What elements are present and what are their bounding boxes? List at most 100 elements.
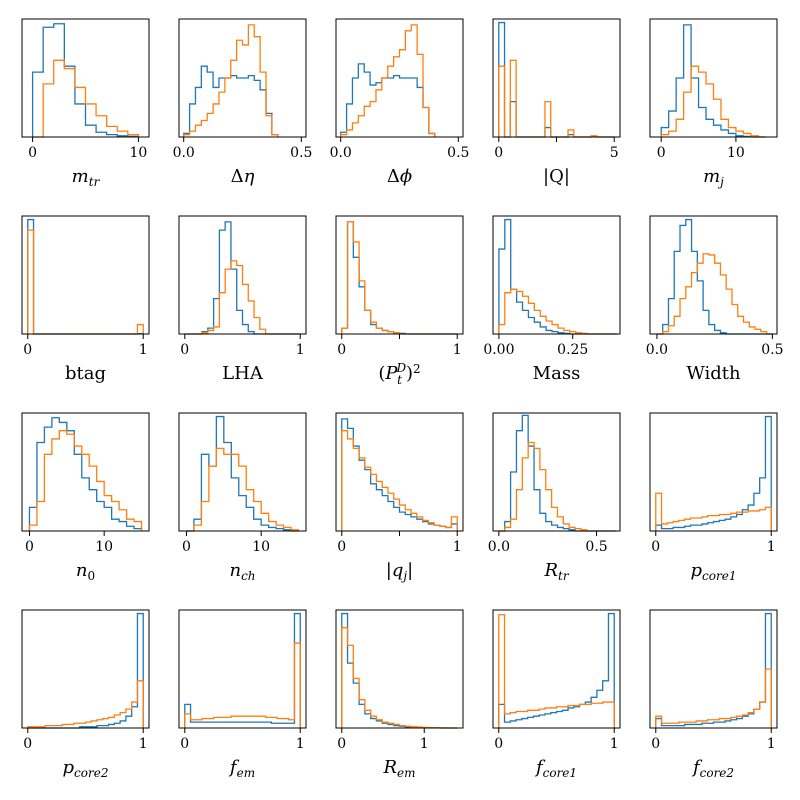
histogram-series-b — [655, 492, 772, 531]
x-tick-label: 0.0 — [330, 145, 352, 161]
x-axis-label: Width — [686, 363, 741, 384]
x-tick-label: 1 — [139, 736, 148, 752]
x-tick-label: 0 — [180, 342, 189, 358]
subplot--q-: 0 5 |Q| — [492, 18, 621, 187]
x-tick-label: 0 — [337, 736, 346, 752]
x-axis-label: fcore2 — [691, 757, 734, 780]
histogram-series-a — [498, 612, 615, 728]
subplot-n-ch: 0 10 nch — [178, 412, 307, 583]
subplot-m-tr: 0 10 mtr — [21, 18, 150, 189]
histogram-series-b — [498, 614, 615, 728]
histogram-series-b — [184, 642, 301, 728]
x-axis-label: btag — [65, 363, 106, 384]
histogram-series-a — [184, 612, 301, 728]
axes-frame — [335, 18, 464, 138]
subplot-r-tr: 0.0 0.5 Rtr — [488, 412, 621, 583]
subplot-lha: 0 1 LHA — [178, 215, 307, 384]
x-tick-label: 0 — [657, 145, 666, 161]
histogram-series-b — [656, 253, 773, 335]
x-tick-label: 10 — [95, 539, 113, 555]
x-tick-label: 0 — [494, 736, 503, 752]
x-axis-label: |Q| — [543, 166, 570, 187]
axes-frame — [492, 412, 621, 532]
x-tick-label: 0 — [337, 342, 346, 358]
subplot--p-t-d-2: 0 1 (PD t)2 — [335, 215, 464, 387]
axes-frame — [335, 412, 464, 532]
histogram-series-a — [655, 415, 772, 531]
x-axis-label: fem — [228, 757, 255, 780]
subplot-p-core2: 0 1 pcore2 — [21, 609, 150, 780]
x-axis-label: pcore1 — [691, 560, 737, 583]
x-tick-label: 0 — [28, 145, 37, 161]
histogram-series-b — [498, 441, 617, 532]
histogram-series-b — [655, 668, 772, 728]
histogram-series-b — [341, 221, 458, 335]
histogram-series-b — [27, 229, 144, 335]
subplot-f-core1: 0 1 fcore1 — [492, 609, 621, 780]
x-tick-label: 0.5 — [290, 145, 312, 161]
x-tick-label: 0 — [23, 342, 32, 358]
x-axis-label: Δϕ — [387, 166, 412, 187]
x-axis-label: Δη — [231, 166, 255, 187]
x-tick-label: 0.0 — [646, 342, 668, 358]
x-tick-label: 0 — [337, 539, 346, 555]
histogram-series-b — [660, 65, 766, 138]
subplot-mass: 0.00 0.25 Mass — [483, 215, 621, 384]
histogram-series-b — [340, 24, 436, 137]
x-axis-label: mj — [703, 166, 724, 189]
histogram-series-b — [186, 447, 300, 532]
axes-frame — [649, 609, 778, 729]
x-tick-label: 10 — [252, 539, 270, 555]
axes-frame — [21, 18, 150, 138]
x-tick-label: 0.0 — [173, 145, 195, 161]
subplot-width: 0.0 0.5 Width — [646, 215, 784, 384]
x-tick-label: 0 — [494, 145, 503, 161]
x-axis-label: Rtr — [543, 560, 569, 583]
x-axis-label: (PD t)2 — [378, 361, 420, 387]
x-tick-label: 0.25 — [557, 342, 588, 358]
subplot-f-core2: 0 1 fcore2 — [649, 609, 778, 780]
histogram-series-b — [498, 288, 618, 335]
axes-frame — [492, 609, 621, 729]
axes-frame — [492, 215, 621, 335]
x-tick-label: 1 — [453, 539, 462, 555]
axes-frame — [335, 609, 464, 729]
subplot-p-core1: 0 1 pcore1 — [649, 412, 778, 583]
x-tick-label: 1 — [296, 342, 305, 358]
subplot-r-em: 0 1 Rem — [335, 609, 464, 780]
axes-frame — [178, 412, 307, 532]
histogram-series-a — [31, 23, 140, 138]
histogram-series-b — [341, 627, 458, 729]
x-tick-label: 0 — [25, 539, 34, 555]
histogram-series-b — [28, 430, 143, 531]
subplot--: 0.0 0.5 Δη — [173, 18, 312, 187]
x-tick-label: 1 — [453, 342, 462, 358]
axes-frame — [649, 412, 778, 532]
histogram-series-a — [660, 24, 766, 138]
axes-frame — [178, 18, 307, 138]
axes-frame — [178, 609, 307, 729]
x-tick-label: 0 — [651, 539, 660, 555]
x-tick-label: 10 — [130, 145, 148, 161]
x-axis-label: LHA — [222, 363, 264, 384]
x-tick-label: 0 — [182, 539, 191, 555]
x-tick-label: 1 — [767, 539, 776, 555]
histogram-series-a — [186, 415, 299, 532]
histogram-series-a — [27, 218, 144, 335]
x-tick-label: 0.5 — [761, 342, 783, 358]
x-tick-label: 0.00 — [483, 342, 514, 358]
subplot--q-j-: 0 1 |qj| — [335, 412, 464, 583]
x-axis-label: fcore1 — [534, 757, 577, 780]
x-axis-label: |qj| — [386, 560, 413, 583]
axes-frame — [335, 215, 464, 335]
x-axis-label: nch — [229, 560, 255, 583]
x-tick-label: 0.5 — [447, 145, 469, 161]
histogram-series-a — [498, 218, 618, 335]
axes-frame — [492, 18, 621, 138]
axes-frame — [649, 18, 778, 138]
x-tick-label: 0.5 — [585, 539, 607, 555]
axes-frame — [21, 412, 150, 532]
x-axis-label: pcore2 — [63, 757, 109, 780]
